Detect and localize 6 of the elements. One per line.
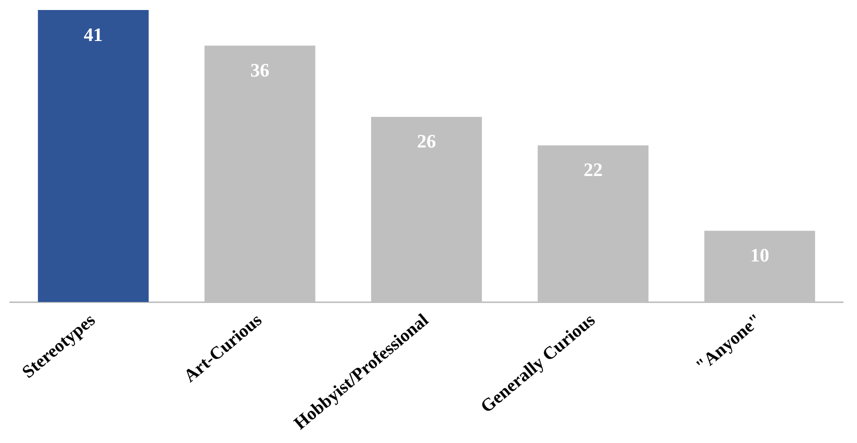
data-label: 41 <box>84 24 103 46</box>
data-label: 36 <box>250 60 270 82</box>
bar <box>38 10 149 302</box>
data-label: 26 <box>417 132 436 153</box>
data-label: 10 <box>750 246 770 267</box>
data-label: 22 <box>584 160 603 182</box>
